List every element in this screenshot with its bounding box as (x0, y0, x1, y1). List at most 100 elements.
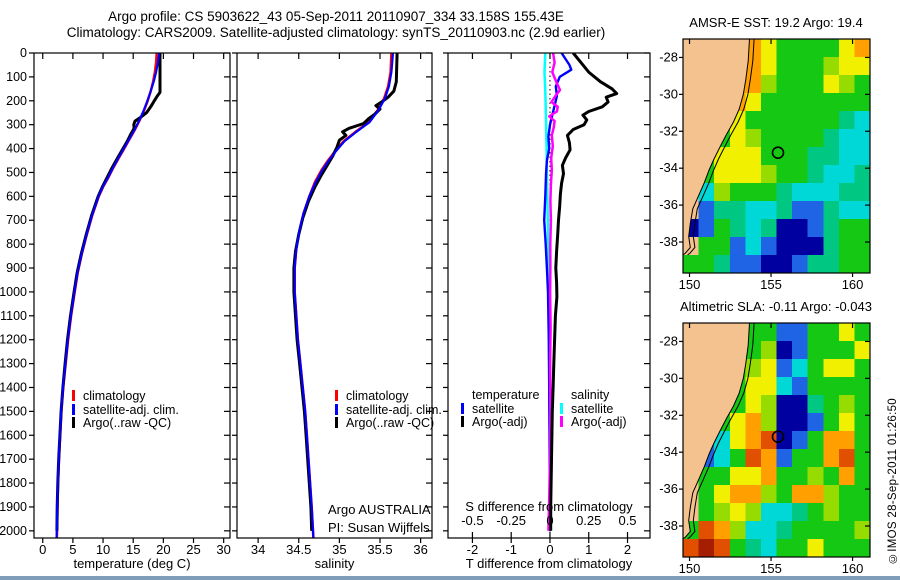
sla-map-title: Altimetric SLA: -0.11 Argo: -0.043 (680, 299, 872, 314)
legend-item-satellite-adj: satellite-adj. clim. (335, 402, 442, 418)
svg-text:1800: 1800 (0, 476, 27, 490)
svg-text:-32: -32 (659, 123, 678, 138)
argo-raw-swatch (72, 417, 75, 428)
svg-text:-28: -28 (659, 333, 678, 348)
australia-landmass (683, 39, 751, 256)
svg-text:34: 34 (251, 542, 265, 557)
sla-map: 150 155 160 -28 -30 -32 -34 -36 -38 (659, 322, 871, 576)
climatology-swatch (72, 390, 75, 401)
temperature-panel-plot: 0 5 10 15 20 25 300100200300400500600700800900… (0, 46, 231, 557)
temperature-legend: climatology satellite-adj. clim. Argo(..… (72, 389, 179, 431)
svg-text:-34: -34 (659, 160, 678, 175)
series-satellite-adj climatology (55, 53, 161, 538)
legend-label: Argo(..raw -QC) (346, 416, 435, 430)
legend-label: climatology (83, 389, 146, 403)
argo-australia-annotation: Argo AUSTRALIA PI: Susan Wijffels (328, 501, 431, 536)
t-satellite-swatch (461, 402, 464, 414)
salinity-axis-label: salinity (314, 556, 355, 571)
tdiff-legend-header: temperature (472, 388, 540, 402)
annotation-line2: PI: Susan Wijffels (328, 519, 430, 535)
svg-text:2000: 2000 (0, 524, 27, 538)
coastal-contour (687, 39, 755, 256)
svg-text:1700: 1700 (0, 452, 27, 466)
svg-text:900: 900 (6, 261, 27, 275)
svg-text:-38: -38 (659, 518, 678, 533)
svg-text:-34: -34 (659, 444, 678, 459)
s-argo-swatch (560, 416, 563, 427)
s-difference-axis-title: S difference from climatology (465, 499, 633, 514)
svg-text:-0.5: -0.5 (461, 513, 483, 528)
svg-text:-30: -30 (659, 370, 678, 385)
coastal-contour (687, 323, 755, 540)
legend-label: satellite (571, 401, 614, 416)
legend-item-climatology: climatology (72, 389, 179, 404)
legend-item-t-argo: Argo(-adj) (461, 415, 539, 430)
temperature-axis-label: temperature (deg C) (73, 556, 191, 571)
legend-item-argo-raw: Argo(..raw -QC) (335, 416, 442, 431)
svg-text:0.25: 0.25 (576, 513, 601, 528)
legend-label: satellite (472, 401, 515, 416)
climatology-swatch (335, 390, 338, 401)
difference-panel-plot: -2 -1 0 1 2 -0.5 -0.25 0 0.25 0.5 (443, 52, 651, 557)
argo-location-marker (771, 430, 785, 444)
profile-curves (543, 53, 619, 531)
svg-text:1900: 1900 (0, 500, 27, 514)
svg-text:160: 160 (842, 561, 864, 576)
figure-title-line1: Argo profile: CS 5903622_43 05-Sep-2011 … (108, 9, 564, 24)
series-S Argo diff (547, 53, 562, 531)
svg-text:100: 100 (6, 70, 27, 84)
series-Argo raw (55, 53, 162, 531)
svg-text:5: 5 (69, 542, 76, 557)
svg-text:-32: -32 (659, 407, 678, 422)
legend-item-satellite-adj: satellite-adj. clim. (72, 402, 179, 418)
tdiff-legend-column: temperature satellite Argo(-adj) (461, 388, 540, 430)
series-climatology (55, 53, 158, 538)
series-satellite-adj climatology (293, 53, 395, 538)
svg-text:1000: 1000 (0, 285, 27, 299)
salinity-legend: climatology satellite-adj. clim. Argo(..… (335, 389, 442, 431)
svg-text:0.5: 0.5 (618, 513, 636, 528)
legend-label: satellite-adj. clim. (83, 402, 179, 417)
legend-item-s-satellite: satellite (560, 401, 627, 417)
svg-text:-2: -2 (467, 542, 479, 557)
svg-text:700: 700 (6, 213, 27, 227)
svg-text:160: 160 (842, 277, 864, 292)
legend-label: satellite-adj. clim. (346, 402, 442, 417)
sst-map: 150 155 160 -28 -30 -32 -34 -36 -38 (659, 38, 871, 292)
svg-text:-28: -28 (659, 49, 678, 64)
svg-text:155: 155 (760, 277, 782, 292)
svg-text:1600: 1600 (0, 428, 27, 442)
svg-text:500: 500 (6, 165, 27, 179)
svg-text:1300: 1300 (0, 357, 27, 371)
svg-text:155: 155 (760, 561, 782, 576)
argo-location-marker (771, 146, 785, 159)
svg-text:-38: -38 (659, 234, 678, 249)
svg-text:800: 800 (6, 237, 27, 251)
window-bottom-edge (0, 575, 900, 580)
legend-item-t-satellite: satellite (461, 401, 539, 417)
svg-text:1500: 1500 (0, 404, 27, 418)
salinity-panel-plot: 34 34.5 35 35.5 36 (232, 52, 433, 557)
svg-text:36: 36 (413, 542, 427, 557)
svg-text:0: 0 (20, 46, 27, 60)
profile-curves (292, 53, 399, 538)
t-argo-swatch (461, 416, 464, 427)
legend-label: Argo(-adj) (571, 415, 627, 429)
svg-text:0: 0 (546, 542, 553, 557)
svg-text:1: 1 (585, 542, 592, 557)
svg-text:600: 600 (6, 189, 27, 203)
sdiff-legend-column: salinity satellite Argo(-adj) (560, 388, 627, 430)
svg-text:15: 15 (126, 542, 140, 557)
svg-text:1100: 1100 (0, 309, 27, 323)
svg-text:30: 30 (216, 542, 230, 557)
sst-map-title: AMSR-E SST: 19.2 Argo: 19.4 (689, 15, 863, 30)
argo-raw-swatch (335, 417, 338, 428)
legend-item-argo-raw: Argo(..raw -QC) (72, 416, 179, 431)
svg-text:-1: -1 (505, 542, 517, 557)
s-satellite-swatch (560, 402, 563, 414)
svg-text:150: 150 (679, 277, 701, 292)
series-T Argo diff (549, 53, 619, 531)
satellite-adj-swatch (72, 403, 75, 415)
svg-text:1400: 1400 (0, 380, 27, 394)
